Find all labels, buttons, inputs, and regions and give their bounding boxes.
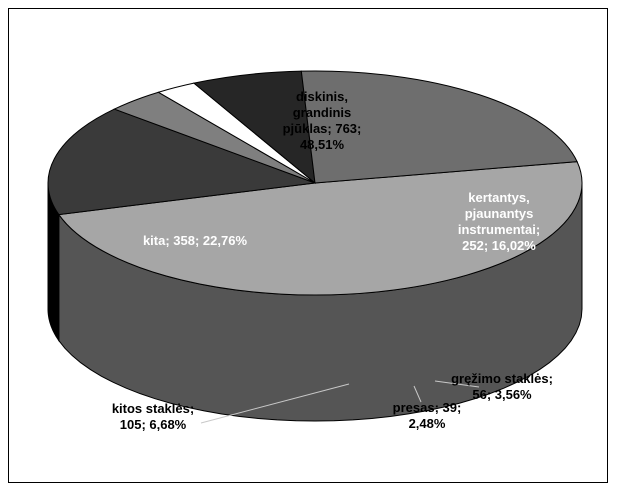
pie-slice-kertantys-pjaunantys-instrumentai: [47, 108, 316, 216]
slice-label-kertantys-pjaunantys-instrumentai-line-0: kertantys,: [468, 190, 529, 205]
slice-label-presas-line-0: presas; 39;: [393, 400, 462, 415]
slice-label-kita-line-0: kita; 358; 22,76%: [143, 233, 248, 248]
slice-label-diskinis-grandinis-pjūklas-line-3: 48,51%: [300, 137, 345, 152]
leader-line-kitos-staklės: [200, 383, 350, 424]
slice-label-kitos-staklės-line-1: 105; 6,68%: [120, 417, 187, 432]
slice-label-diskinis-grandinis-pjūklas-line-1: grandinis: [293, 105, 352, 120]
slice-label-kitos-staklės-line-0: kitos staklės;: [112, 401, 194, 416]
slice-label-diskinis-grandinis-pjūklas-line-2: pjūklas; 763;: [283, 121, 362, 136]
pie-slice-kitos-staklės: [192, 70, 316, 185]
slice-label-kertantys-pjaunantys-instrumentai-line-2: instrumentai;: [458, 222, 540, 237]
pie-slice-kita: [300, 70, 578, 184]
slice-label-diskinis-grandinis-pjūklas-line-0: diskinis,: [296, 89, 348, 104]
leader-line-presas: [413, 385, 422, 403]
chart-frame: diskinis, grandinis pjūklas; 763; 48,51% ker…: [8, 8, 608, 483]
slice-label-gręžimo-staklės-line-0: gręžimo staklės;: [451, 371, 553, 386]
pie-slice-diskinis-grandinis-pjūklas: [57, 161, 583, 296]
slice-label-kertantys-pjaunantys-instrumentai-line-3: 252; 16,02%: [462, 238, 536, 253]
slice-label-gręžimo-staklės-line-1: 56; 3,56%: [472, 387, 532, 402]
slice-label-presas-line-1: 2,48%: [409, 416, 446, 431]
slice-label-kertantys-pjaunantys-instrumentai-line-1: pjaunantys: [465, 206, 534, 221]
leader-line-gręžimo-staklės: [434, 380, 480, 388]
